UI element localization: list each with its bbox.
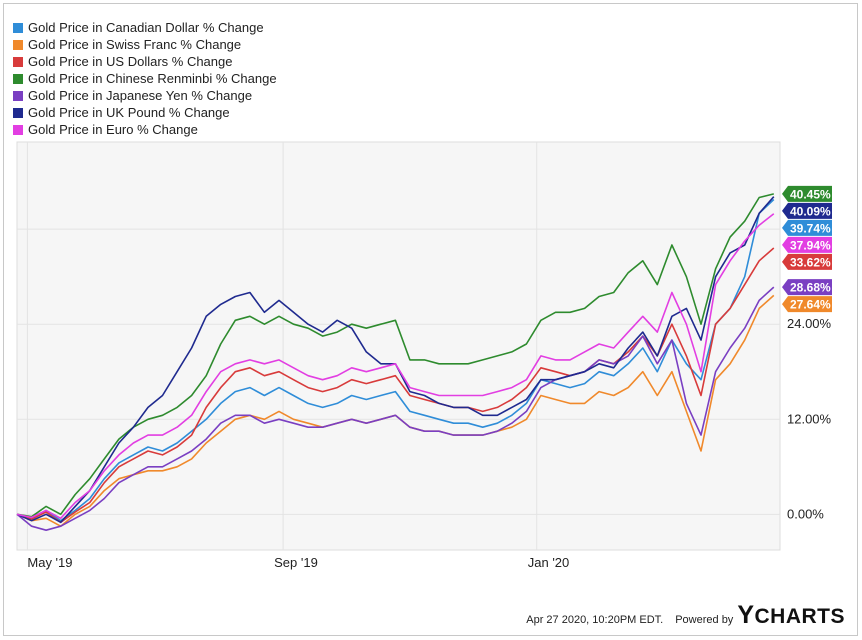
x-tick-label: Jan '20 [528, 555, 570, 570]
end-value-tag [782, 185, 832, 202]
legend-label: Gold Price in Swiss Franc % Change [28, 37, 242, 52]
end-value-tag [782, 253, 832, 270]
end-value-label: 33.62% [790, 255, 831, 269]
end-value-tag [782, 219, 832, 236]
legend-label: Gold Price in Canadian Dollar % Change [28, 20, 264, 35]
x-tick-label: May '19 [27, 555, 72, 570]
end-value-label: 40.45% [790, 187, 831, 201]
footer: Apr 27 2020, 10:20PM EDT. Powered by YCH… [526, 601, 845, 631]
series-line-0 [16, 198, 775, 522]
end-value-tag [782, 296, 832, 313]
ycharts-logo[interactable]: YCHARTS [737, 601, 845, 629]
end-value-tag [782, 279, 832, 296]
end-value-tag [782, 202, 832, 219]
legend-item[interactable]: Gold Price in Euro % Change [13, 121, 277, 138]
timestamp: Apr 27 2020, 10:20PM EDT. [526, 614, 664, 626]
series-line-3 [16, 193, 774, 518]
legend-swatch [13, 124, 23, 135]
end-value-tag [782, 236, 832, 253]
end-value-label: 39.74% [790, 221, 831, 235]
series-line-4 [16, 286, 775, 532]
end-value-label: 28.68% [790, 281, 831, 295]
legend-label: Gold Price in US Dollars % Change [28, 54, 233, 69]
end-value-label: 40.09% [790, 204, 831, 218]
legend-item[interactable]: Gold Price in US Dollars % Change [13, 53, 277, 70]
y-tick-label: 24.00% [787, 316, 832, 331]
legend-label: Gold Price in Euro % Change [28, 122, 198, 137]
legend-item[interactable]: Gold Price in UK Pound % Change [13, 104, 277, 121]
legend-item[interactable]: Gold Price in Chinese Renminbi % Change [13, 70, 277, 87]
series-line-6 [16, 213, 775, 520]
legend-label: Gold Price in UK Pound % Change [28, 105, 230, 120]
legend-swatch [13, 90, 23, 101]
legend-item[interactable]: Gold Price in Japanese Yen % Change [13, 87, 277, 104]
x-tick-label: Sep '19 [274, 555, 318, 570]
legend-swatch [13, 22, 23, 33]
y-tick-label: 0.00% [787, 506, 824, 521]
legend-label: Gold Price in Chinese Renminbi % Change [28, 71, 277, 86]
legend-swatch [13, 56, 23, 67]
legend-swatch [13, 39, 23, 50]
legend-item[interactable]: Gold Price in Canadian Dollar % Change [13, 19, 277, 36]
end-value-label: 27.64% [790, 298, 831, 312]
plot-area [16, 141, 781, 551]
end-value-label: 37.94% [790, 238, 831, 252]
series-line-2 [16, 247, 775, 524]
legend-swatch [13, 107, 23, 118]
legend-label: Gold Price in Japanese Yen % Change [28, 88, 253, 103]
legend: Gold Price in Canadian Dollar % Change Go… [13, 19, 277, 138]
y-tick-label: 12.00% [787, 411, 832, 426]
legend-item[interactable]: Gold Price in Swiss Franc % Change [13, 36, 277, 53]
powered-by-label: Powered by [675, 614, 734, 626]
legend-swatch [13, 73, 23, 84]
